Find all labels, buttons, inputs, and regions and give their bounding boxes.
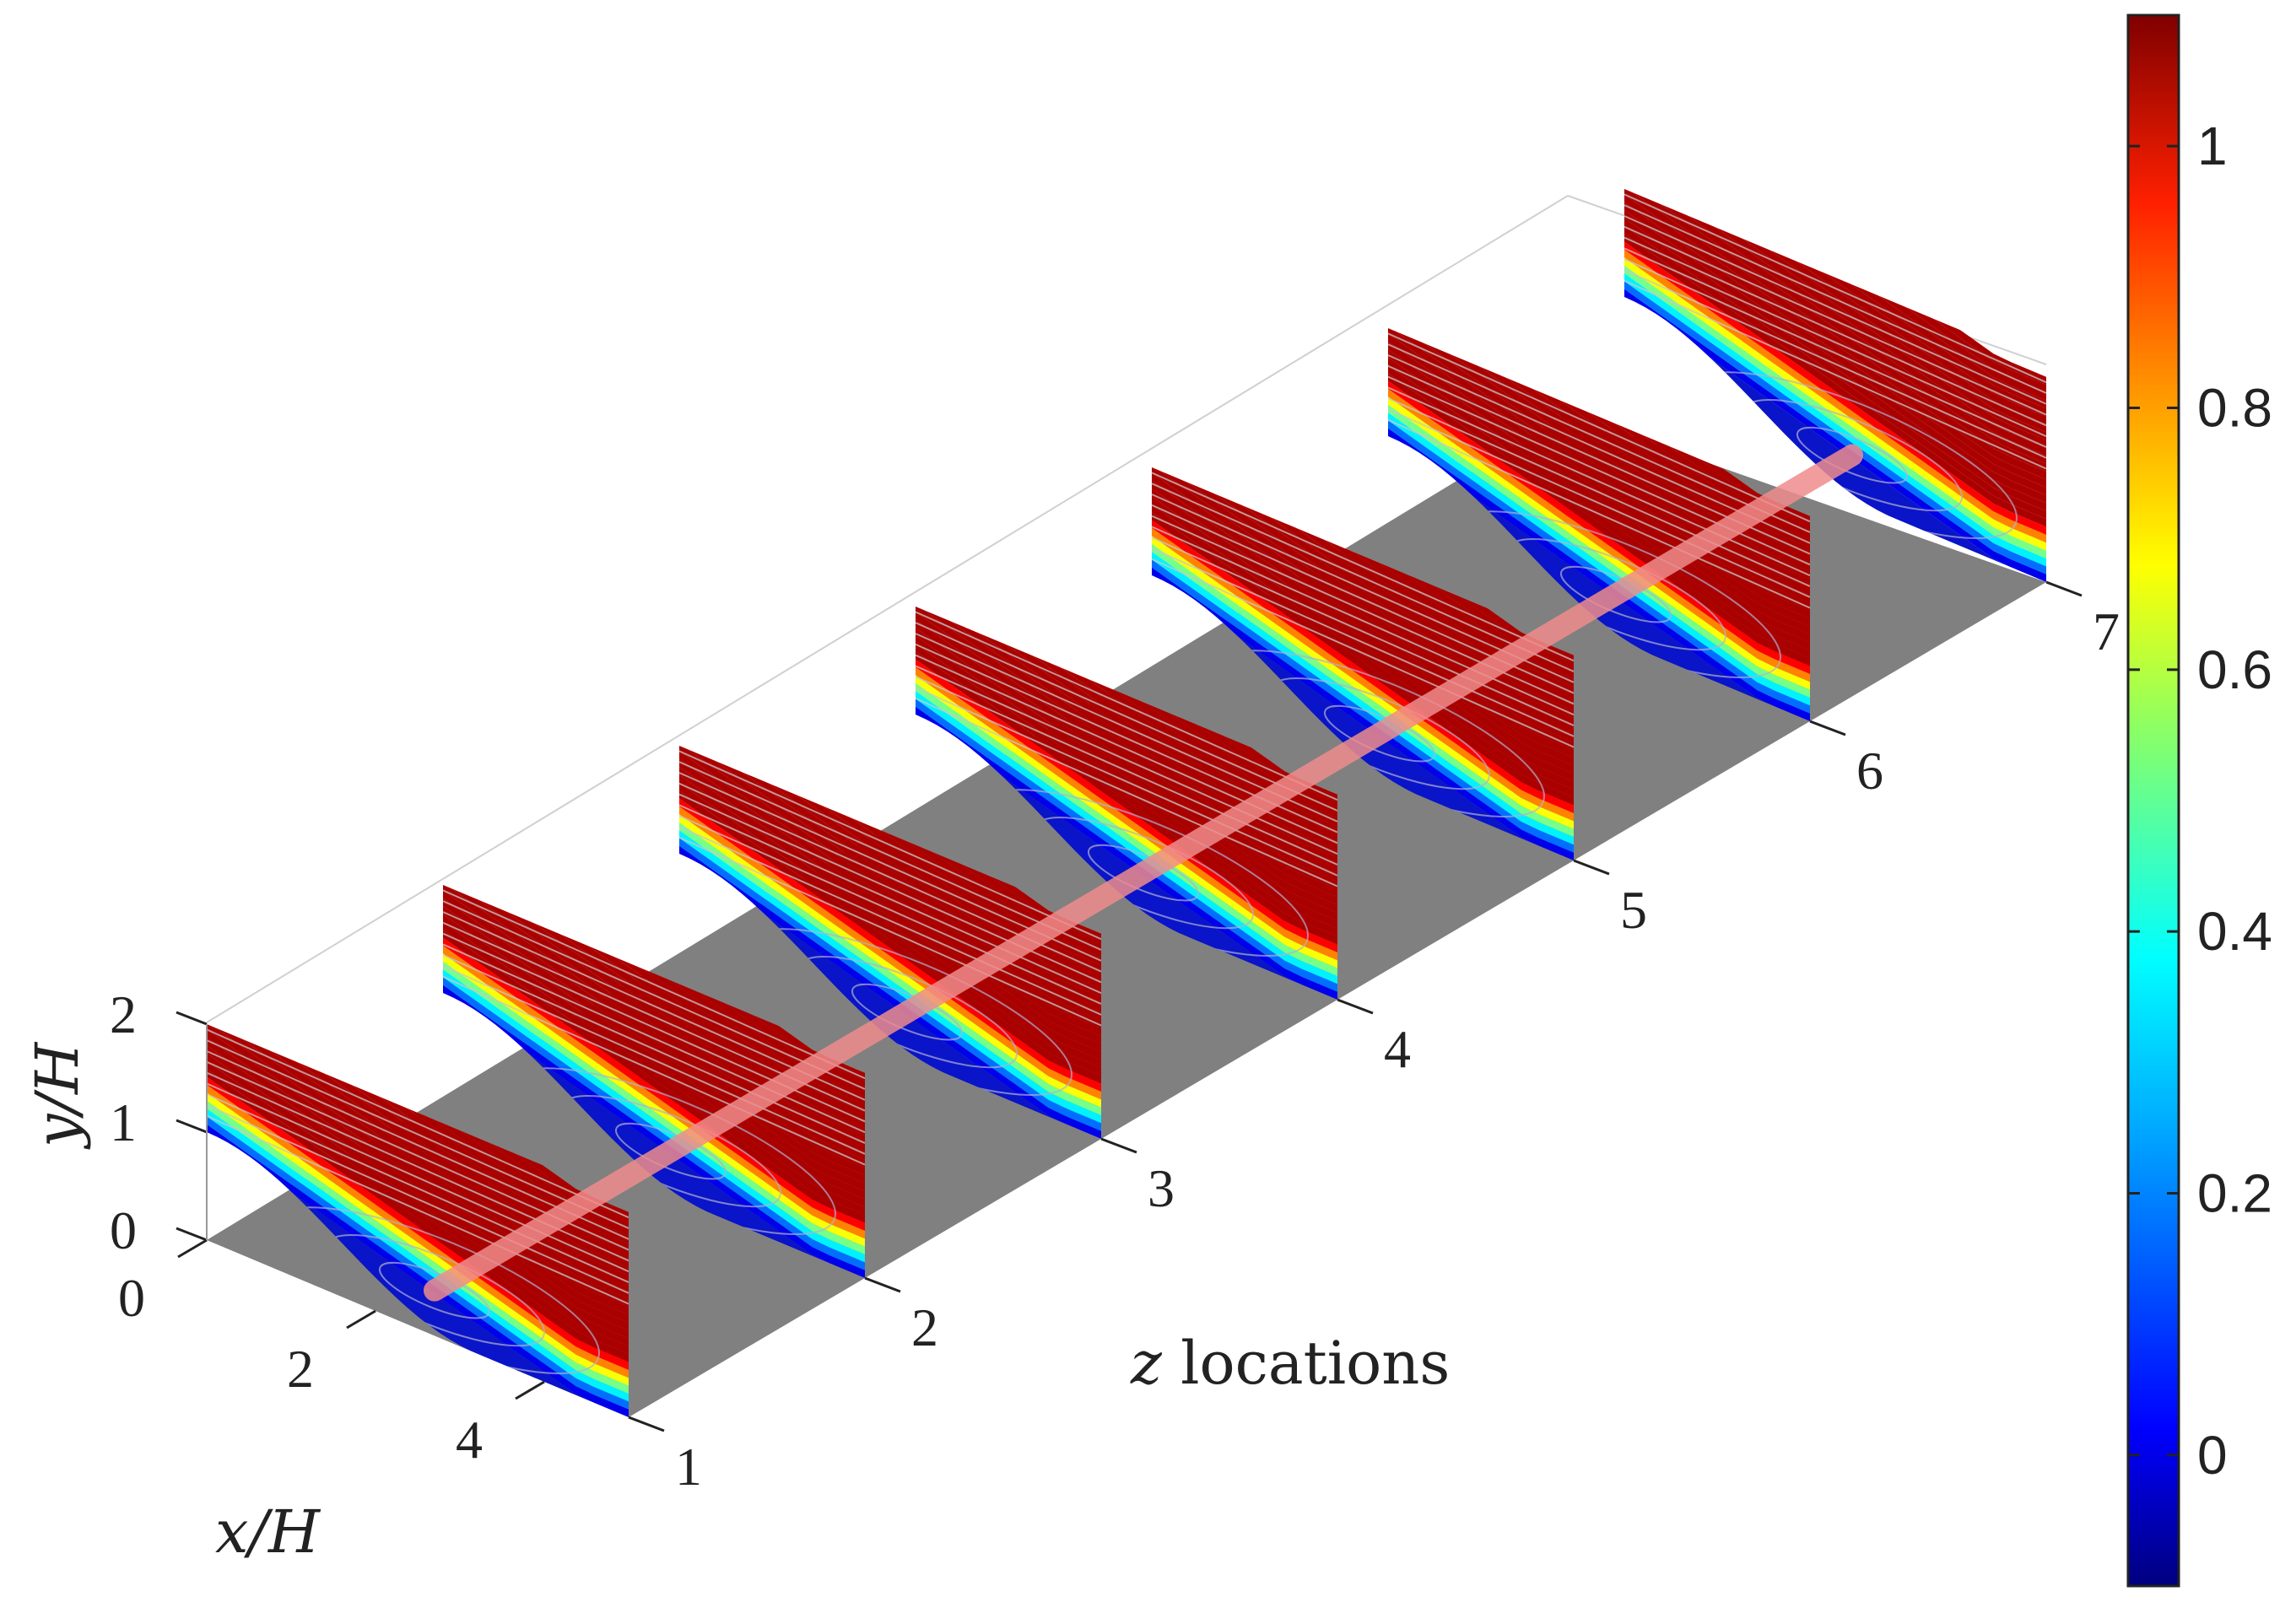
y-tick-label: 1	[110, 1092, 137, 1152]
colorbar-ticks: 0 0.2 0.4 0.6 0.8 1	[2128, 116, 2272, 1486]
z-tick-label: 3	[1148, 1158, 1175, 1218]
streamline	[1388, 343, 1810, 533]
streamline	[1624, 279, 2046, 470]
streamline	[679, 750, 1101, 941]
z-tick-mark	[1573, 859, 1610, 876]
z-tick-mark	[864, 1276, 901, 1293]
streamline	[1624, 247, 2046, 438]
streamline	[207, 1104, 629, 1294]
streamline	[916, 697, 1337, 887]
streamline	[443, 900, 865, 1090]
z-tick-label: 6	[1856, 741, 1883, 801]
z-tick-label: 7	[2093, 601, 2120, 661]
streamline	[679, 815, 1101, 1005]
x-tick-mark	[346, 1309, 376, 1330]
streamline	[1152, 537, 1574, 726]
z-tick-label: 4	[1384, 1019, 1411, 1079]
y-axis: 0 1 2	[110, 984, 208, 1260]
streamline	[1388, 397, 1810, 587]
streamline	[1624, 215, 2046, 405]
z-tick-mark	[1809, 720, 1846, 736]
z-tick-label: 1	[675, 1437, 702, 1497]
x-axis-title: x/H	[215, 1497, 321, 1567]
streamline	[443, 965, 865, 1155]
y-tick-label: 0	[110, 1200, 137, 1260]
streamline	[1624, 269, 2046, 459]
colorbar-tick-label: 0.2	[2197, 1163, 2272, 1224]
streamline	[916, 665, 1337, 855]
y-tick-mark	[176, 1227, 208, 1242]
x-tick-mark	[177, 1238, 208, 1259]
streamline	[1152, 472, 1574, 662]
x-tick-label: 0	[118, 1268, 145, 1328]
streamline	[679, 826, 1101, 1016]
streamline	[1388, 408, 1810, 598]
x-axis: 0 2 4	[118, 1238, 545, 1470]
z-axis: 1 2 3 4 5 6 7	[628, 580, 2120, 1497]
streamline	[1152, 526, 1574, 716]
streamline	[1388, 418, 1810, 609]
z-tick-label: 2	[911, 1297, 938, 1357]
streamline	[679, 836, 1101, 1027]
streamline	[207, 1114, 629, 1305]
vortex-core-line	[424, 444, 1863, 1302]
x-tick-label: 4	[456, 1410, 483, 1470]
streamline	[1388, 386, 1810, 577]
streamline	[207, 1093, 629, 1283]
streamline	[443, 943, 865, 1134]
colorbar-tick-label: 0.6	[2197, 639, 2272, 700]
y-axis-title: y/H	[23, 1041, 92, 1150]
streamline	[1624, 204, 2046, 394]
x-tick-mark	[515, 1380, 545, 1400]
streamline	[916, 687, 1337, 877]
streamline	[679, 804, 1101, 995]
streamline	[1624, 193, 2046, 384]
z-tick-mark	[628, 1416, 665, 1432]
slices-layer	[207, 189, 2046, 1417]
streamline	[1152, 547, 1574, 737]
streamline	[916, 676, 1337, 866]
streamline	[1624, 225, 2046, 416]
streamline	[207, 1028, 629, 1219]
streamline	[443, 954, 865, 1144]
y-tick-label: 2	[110, 984, 137, 1044]
colorbar: 0 0.2 0.4 0.6 0.8 1	[2126, 13, 2272, 1588]
colorbar-gradient	[2126, 13, 2180, 1588]
streamline	[1624, 236, 2046, 427]
z-tick-label: 5	[1620, 880, 1647, 940]
y-tick-mark	[176, 1011, 208, 1026]
colorbar-tick-label: 0.8	[2197, 378, 2272, 439]
streamline	[679, 761, 1101, 951]
z-tick-mark	[1100, 1137, 1137, 1154]
streamline	[443, 889, 865, 1080]
streamline	[443, 975, 865, 1166]
streamline	[1152, 558, 1574, 748]
streamline	[1624, 258, 2046, 448]
colorbar-tick-label: 1	[2197, 116, 2228, 176]
x-tick-label: 2	[287, 1339, 314, 1399]
streamline	[1152, 483, 1574, 672]
colorbar-tick-label: 0.4	[2197, 901, 2272, 962]
streamline	[916, 611, 1337, 801]
z-axis-title: z locations	[1130, 1329, 1450, 1398]
z-tick-mark	[2045, 580, 2083, 597]
z-tick-mark	[1337, 998, 1374, 1015]
y-tick-mark	[176, 1119, 208, 1134]
streamline	[1388, 332, 1810, 523]
streamline	[916, 622, 1337, 812]
streamline	[207, 1082, 629, 1273]
colorbar-tick-label: 0	[2197, 1425, 2228, 1486]
streamline	[207, 1039, 629, 1229]
